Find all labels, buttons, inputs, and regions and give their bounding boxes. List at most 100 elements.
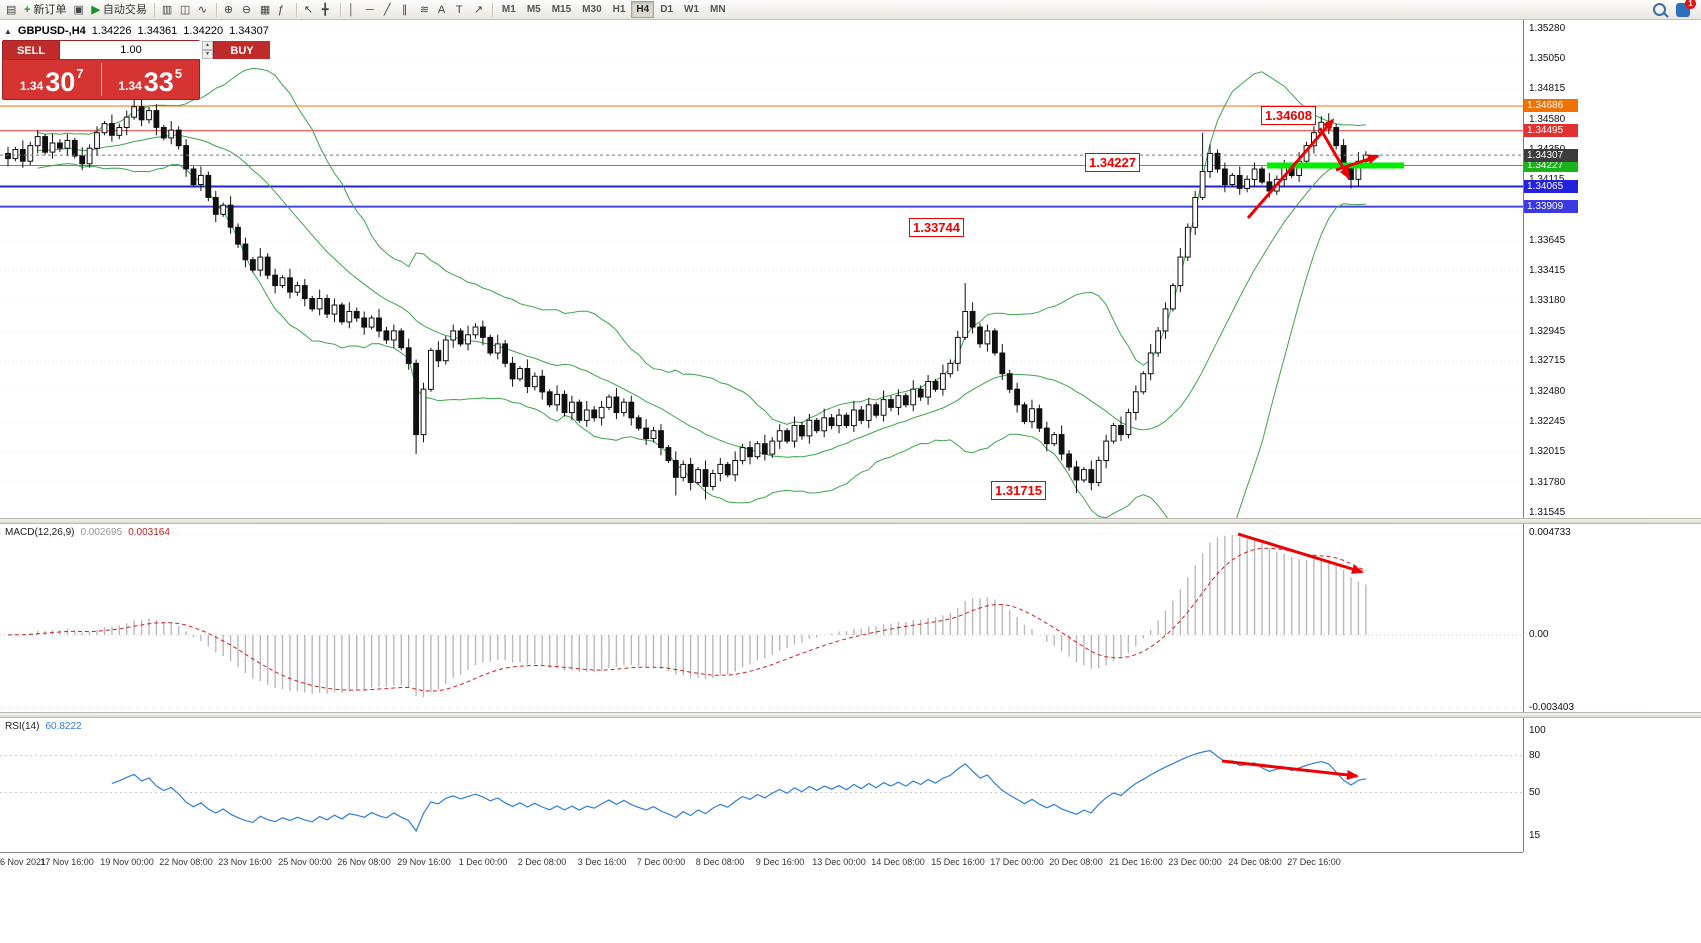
macd-plot[interactable] xyxy=(0,524,1523,712)
rsi-plot[interactable] xyxy=(0,718,1523,852)
time-axis-label: 22 Nov 08:00 xyxy=(159,857,213,867)
time-axis-label: 13 Dec 00:00 xyxy=(812,857,866,867)
chart-window-icon[interactable]: ▤ xyxy=(3,1,20,18)
price-annotation[interactable]: 1.34608 xyxy=(1261,106,1316,125)
timeframe-h4-button[interactable]: H4 xyxy=(631,1,655,18)
time-axis-label: 3 Dec 16:00 xyxy=(577,857,627,867)
ohlc-low: 1.34220 xyxy=(183,25,224,37)
ohlc-close: 1.34307 xyxy=(229,25,269,37)
vertical-line-icon[interactable]: │ xyxy=(345,1,362,18)
timeframe-h1-button[interactable]: H1 xyxy=(608,1,631,18)
buy-price-point: 5 xyxy=(174,66,183,81)
price-annotation[interactable]: 1.33744 xyxy=(909,218,964,237)
main-chart-plot[interactable] xyxy=(0,20,1523,518)
panel-splitter-macd[interactable] xyxy=(0,518,1701,524)
time-axis-label: 23 Dec 00:00 xyxy=(1168,857,1222,867)
time-axis-label: 15 Dec 16:00 xyxy=(931,857,985,867)
fibonacci-icon[interactable]: ≋ xyxy=(417,1,434,18)
sell-price-point: 7 xyxy=(76,66,84,81)
tile-windows-icon[interactable]: ▦ xyxy=(257,1,274,18)
price-annotation[interactable]: 1.31715 xyxy=(991,481,1046,500)
sell-price[interactable]: 1.34 30 7 xyxy=(3,60,101,99)
price-axis-label: 1.32245 xyxy=(1529,416,1566,427)
search-icon[interactable] xyxy=(1653,3,1666,16)
text-label-icon[interactable]: T xyxy=(453,1,470,18)
cursor-icon[interactable]: ↖ xyxy=(301,1,318,18)
macd-signal-line xyxy=(7,547,1367,692)
macd-axis-label: 0.00 xyxy=(1529,629,1549,640)
price-tag: 1.34686 xyxy=(1524,99,1578,112)
support-band[interactable] xyxy=(1267,162,1404,169)
zoom-out-icon[interactable]: ⊖ xyxy=(239,1,256,18)
bar-chart-icon[interactable]: ▥ xyxy=(159,1,176,18)
buy-price[interactable]: 1.34 33 5 xyxy=(102,60,200,99)
price-axis-label: 1.33645 xyxy=(1529,235,1566,246)
timeframe-m1-button[interactable]: M1 xyxy=(497,1,521,18)
toolbar-separator xyxy=(295,2,297,17)
time-axis-label: 26 Nov 08:00 xyxy=(337,857,391,867)
auto-trading-icon: ▶ xyxy=(91,3,100,16)
timeframe-d1-button[interactable]: D1 xyxy=(655,1,678,18)
macd-signal-value: 0.003164 xyxy=(128,527,170,538)
time-axis-label: 25 Nov 00:00 xyxy=(278,857,332,867)
price-axis-label: 1.34815 xyxy=(1529,83,1566,94)
current-price-tag: 1.34307 xyxy=(1524,149,1578,162)
chart-symbol-period: GBPUSD-,H4 xyxy=(17,25,86,37)
new-order-button[interactable]: + 新订单 xyxy=(21,1,69,18)
volume-up-button[interactable]: ▲ xyxy=(202,41,213,50)
zoom-in-icon[interactable]: ⊕ xyxy=(221,1,238,18)
channel-icon[interactable]: ∥ xyxy=(399,1,416,18)
horizontal-line-icon[interactable]: ─ xyxy=(363,1,380,18)
time-axis-label: 9 Dec 16:00 xyxy=(755,857,805,867)
macd-axis-label: 0.004733 xyxy=(1529,527,1571,538)
volume-spinner: ▲ ▼ xyxy=(202,41,213,59)
price-tag: 1.33909 xyxy=(1524,200,1578,213)
crosshair-icon[interactable]: ╋ xyxy=(319,1,336,18)
rsi-axis-label: 100 xyxy=(1529,725,1546,736)
text-icon[interactable]: A xyxy=(435,1,452,18)
expert-advisors-icon[interactable]: ▣ xyxy=(70,1,87,18)
price-axis-label: 1.33415 xyxy=(1529,265,1566,276)
sell-button[interactable]: SELL xyxy=(3,41,59,59)
timeframe-m5-button[interactable]: M5 xyxy=(522,1,546,18)
bollinger-bands-layer xyxy=(37,67,1366,518)
time-axis-label: 17 Dec 00:00 xyxy=(990,857,1044,867)
price-axis-label: 1.33180 xyxy=(1529,295,1566,306)
time-axis-label: 17 Nov 16:00 xyxy=(40,857,94,867)
time-axis-label: 29 Nov 16:00 xyxy=(397,857,451,867)
rsi-title: RSI(14) 60.8222 xyxy=(5,721,82,732)
price-tag: 1.34227 xyxy=(1524,159,1578,172)
timeframe-mn-button[interactable]: MN xyxy=(705,1,731,18)
price-axis-label: 1.32715 xyxy=(1529,355,1566,366)
timeframe-m15-button[interactable]: M15 xyxy=(547,1,576,18)
sell-price-base: 1.34 xyxy=(19,79,44,93)
price-axis-label: 1.34115 xyxy=(1529,174,1564,185)
toolbar-right: 1 xyxy=(1653,0,1698,17)
notifications-icon[interactable]: 1 xyxy=(1676,0,1696,17)
price-annotation[interactable]: 1.34227 xyxy=(1085,153,1140,172)
timeframe-m30-button[interactable]: M30 xyxy=(577,1,606,18)
timeframe-w1-button[interactable]: W1 xyxy=(679,1,704,18)
trendline-icon[interactable]: ╱ xyxy=(381,1,398,18)
panel-splitter-rsi[interactable] xyxy=(0,712,1701,718)
volume-down-button[interactable]: ▼ xyxy=(202,50,213,59)
line-chart-icon[interactable]: ∿ xyxy=(195,1,212,18)
rsi-axis-label: 50 xyxy=(1529,787,1541,798)
buy-button[interactable]: BUY xyxy=(214,41,270,59)
arrows-tool-icon[interactable]: ↗ xyxy=(471,1,488,18)
toolbar-separator xyxy=(491,2,493,17)
volume-input[interactable] xyxy=(60,41,202,59)
sell-price-pips: 30 xyxy=(45,67,76,97)
candlestick-chart-icon[interactable]: ◫ xyxy=(177,1,194,18)
ohlc-open: 1.34226 xyxy=(91,25,132,37)
price-axis: 1.352801.350501.348151.345801.343501.341… xyxy=(1523,20,1701,852)
one-click-toggle-icon[interactable]: ▲ xyxy=(4,26,12,36)
time-axis-label: 24 Dec 08:00 xyxy=(1228,857,1282,867)
time-axis-label: 21 Dec 16:00 xyxy=(1109,857,1163,867)
auto-trading-button[interactable]: ▶ 自动交易 xyxy=(88,1,149,18)
trend-arrows-layer[interactable] xyxy=(1246,118,1380,219)
toolbar-separator xyxy=(215,2,217,17)
price-axis-label: 1.32015 xyxy=(1529,446,1566,457)
indicators-icon[interactable]: ƒ xyxy=(275,1,292,18)
toolbar-separator xyxy=(339,2,341,17)
